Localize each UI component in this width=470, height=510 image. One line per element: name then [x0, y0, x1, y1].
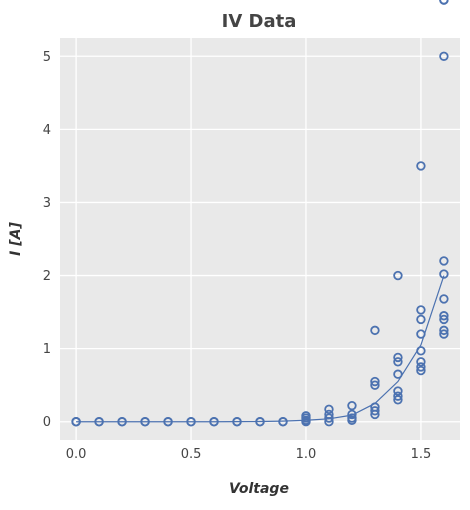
data-point: [94, 417, 104, 427]
data-point: [370, 376, 380, 387]
data-point: [301, 411, 311, 421]
x-axis-label: Voltage: [229, 481, 289, 497]
y-tick-label: 2: [43, 269, 51, 284]
tick-labels: 0.0 0.5 1.0 1.5 0 1 2 3 4 5: [43, 50, 432, 462]
plot-area: [60, 38, 460, 440]
data-point: [71, 417, 81, 427]
data-point: [393, 352, 403, 363]
data-point: [439, 0, 449, 5]
data-point: [439, 51, 449, 61]
data-point: [439, 325, 449, 336]
data-point: [140, 417, 150, 427]
data-point: [439, 311, 449, 321]
chart-title: IV Data: [222, 11, 297, 32]
fit-curve: [76, 275, 445, 423]
data-point: [416, 161, 426, 171]
data-point: [439, 329, 449, 339]
data-point: [370, 406, 380, 416]
y-tick-label: 0: [43, 415, 51, 430]
data-point: [209, 417, 219, 427]
y-tick-label: 1: [43, 342, 51, 357]
data-point: [117, 417, 127, 427]
data-point: [255, 417, 265, 427]
data-point: [232, 417, 242, 427]
data-point: [416, 365, 426, 376]
data-point: [393, 270, 403, 281]
data-point: [370, 380, 380, 390]
fit-curve-layer: [76, 275, 445, 423]
data-points: [71, 0, 449, 427]
data-point: [347, 400, 357, 411]
x-tick-label: 1.0: [296, 447, 317, 462]
data-point: [186, 417, 196, 427]
data-point: [393, 357, 403, 367]
data-point: [439, 269, 449, 279]
data-point: [370, 402, 380, 412]
y-axis-label: I [A]: [8, 222, 24, 256]
data-point: [416, 362, 426, 372]
data-point: [324, 404, 334, 415]
data-point: [393, 386, 403, 396]
data-point: [347, 409, 357, 420]
data-point: [439, 256, 449, 266]
data-point: [439, 314, 449, 325]
data-point: [416, 346, 426, 356]
data-point: [416, 357, 426, 367]
data-point: [416, 329, 426, 339]
x-tick-label: 1.5: [411, 447, 432, 462]
data-point: [393, 369, 403, 379]
data-point: [416, 314, 426, 325]
data-point: [416, 305, 426, 315]
y-tick-label: 5: [43, 50, 51, 65]
data-point: [324, 409, 334, 420]
data-point: [370, 325, 380, 336]
data-point: [393, 391, 403, 401]
data-point: [347, 413, 357, 423]
data-point: [324, 413, 334, 423]
data-point: [278, 417, 288, 427]
x-tick-label: 0.0: [66, 447, 87, 462]
y-tick-label: 3: [43, 196, 51, 211]
y-tick-label: 4: [43, 123, 51, 138]
data-point: [163, 417, 173, 427]
data-point: [439, 294, 449, 304]
data-point: [393, 395, 403, 405]
x-tick-label: 0.5: [181, 447, 202, 462]
